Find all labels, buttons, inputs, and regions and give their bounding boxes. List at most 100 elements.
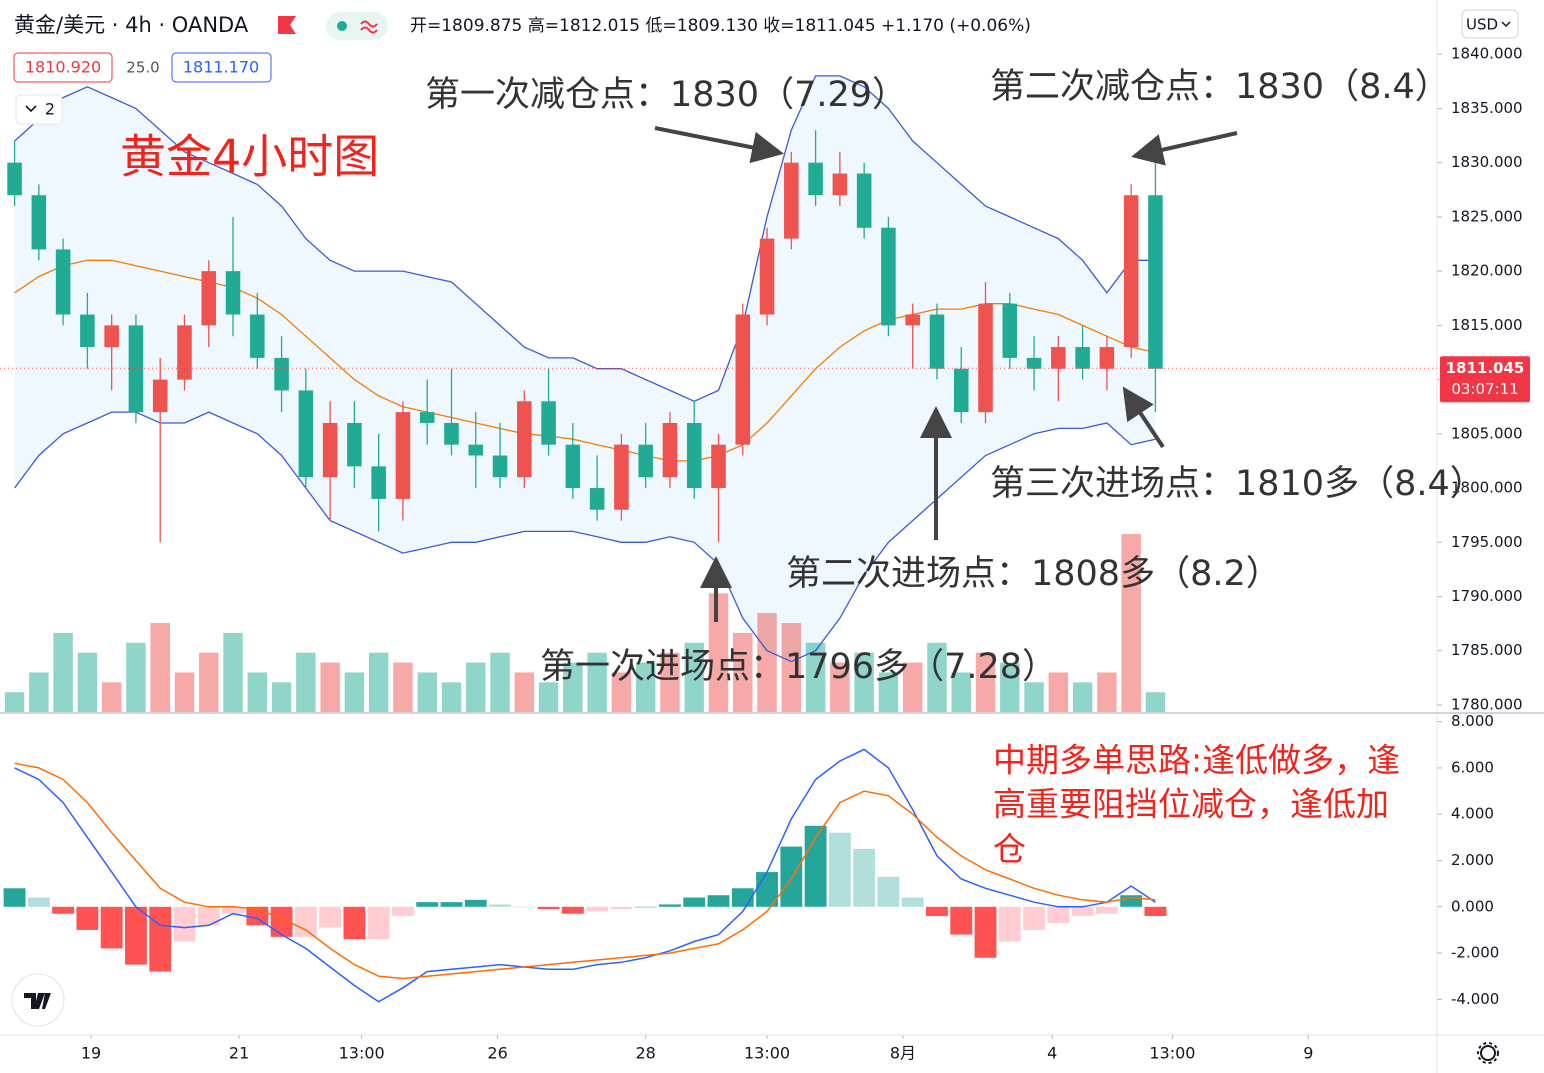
candle-body	[638, 444, 653, 478]
y-tick-label: 1815.000	[1451, 316, 1523, 334]
candle-body	[1002, 303, 1018, 358]
candle-body	[686, 422, 702, 489]
currency-button[interactable]	[1461, 9, 1519, 39]
candle-body	[444, 422, 459, 445]
x-tick-label: 28	[635, 1044, 655, 1063]
last-price-box	[1440, 356, 1530, 403]
spread: 25.0	[126, 59, 159, 77]
volume-bar	[708, 593, 729, 712]
macd-hist-bar	[659, 904, 681, 907]
macd-note: 高重要阻挡位减仓，逢低加	[993, 785, 1389, 824]
candle-body	[128, 325, 144, 413]
y-tick-label: 4.000	[1451, 805, 1494, 823]
volume-bar	[660, 652, 680, 712]
candle-body	[953, 368, 969, 413]
x-tick-label: 21	[229, 1044, 249, 1063]
plot-layer: 1840.000 1835.000 1830.000 1825.000 1820.000…	[0, 45, 1530, 1063]
volume-bar	[101, 682, 122, 712]
ask-box[interactable]	[171, 52, 272, 83]
volume-bar	[1072, 682, 1093, 712]
y-tick-label: 1795.000	[1451, 533, 1523, 551]
macd-hist-bar	[561, 906, 584, 914]
candle-body	[322, 422, 338, 478]
status-pill[interactable]	[326, 12, 388, 40]
x-tick-label: 26	[487, 1044, 507, 1063]
y-tick-label: 1785.000	[1451, 641, 1523, 659]
macd-note: 仓	[993, 830, 1026, 869]
candle-body	[856, 173, 872, 228]
flag-icon[interactable]	[278, 16, 296, 34]
macd-hist-bar	[173, 906, 196, 942]
volume-bar	[1024, 682, 1044, 712]
symbol: 黄金/美元 · 4h · OANDA	[14, 13, 249, 37]
candle-body	[177, 325, 192, 380]
volume-bar	[902, 662, 923, 712]
volume-bar	[441, 682, 462, 712]
candle-body	[565, 444, 581, 489]
macd-hist-bar	[343, 906, 366, 940]
arrow	[1131, 131, 1238, 166]
volume-bar	[635, 662, 656, 712]
macd-hist-bar	[125, 906, 147, 965]
volume-bar	[830, 662, 850, 712]
macd-hist-bar	[464, 899, 487, 907]
macd-hist-bar	[489, 904, 511, 907]
macd-hist-bar	[998, 906, 1021, 942]
bid-box[interactable]	[13, 52, 113, 83]
ask: 1811.170	[183, 58, 259, 77]
status-dot	[337, 21, 347, 31]
x-tick-label: 13:00	[1149, 1044, 1195, 1063]
macd-hist-bar	[1047, 906, 1070, 923]
candle-body	[759, 238, 775, 315]
macd-hist-bar	[853, 848, 876, 907]
macd-hist-bar	[586, 906, 609, 912]
collapse-button[interactable]	[15, 94, 63, 125]
volume-bar	[174, 672, 195, 712]
macd-hist-bar	[974, 906, 997, 958]
macd-hist-bar	[1144, 906, 1167, 917]
settings-icon[interactable]	[1477, 1042, 1499, 1064]
macd-hist-bar	[828, 832, 851, 907]
x-tick-label: 13:00	[744, 1044, 790, 1063]
macd-hist-bar	[319, 906, 342, 928]
volume-bar	[538, 682, 559, 712]
candle-body	[492, 455, 508, 478]
candle-body	[347, 422, 362, 467]
volume-bar	[368, 652, 389, 712]
annotation: 第二次减仓点：1830（8.4）	[990, 67, 1450, 107]
candle-body	[881, 227, 896, 326]
y-tick-label: 1830.000	[1451, 153, 1523, 171]
macd-hist-bar	[1095, 906, 1118, 914]
gear-teeth	[1477, 1042, 1499, 1064]
volume-bar	[344, 672, 365, 712]
macd-hist-bar	[780, 846, 803, 907]
candle-body	[1099, 347, 1115, 369]
volume-bar	[490, 652, 510, 712]
macd-hist-bar	[416, 902, 439, 907]
candle-body	[978, 303, 993, 413]
macd-hist-bar	[537, 906, 560, 910]
candle-body	[395, 412, 411, 499]
bollinger-lower	[14, 411, 1156, 663]
volume-bar	[1097, 672, 1117, 712]
macd-hist-bar	[149, 906, 172, 972]
volume-bar	[296, 652, 316, 712]
annotation: 第二次进场点：1808多（8.2）	[786, 554, 1281, 594]
macd-hist-bar	[877, 876, 900, 907]
macd-hist-bar	[3, 888, 26, 907]
volume-bar	[805, 642, 826, 712]
gear	[1480, 1045, 1496, 1061]
candle-body	[589, 488, 605, 510]
volume-bar	[951, 672, 971, 712]
macd-hist-bar	[440, 902, 463, 907]
candle-body	[250, 314, 265, 358]
candle-body	[468, 444, 484, 456]
macd-hist-bar	[634, 906, 657, 908]
y-tick-label: 1820.000	[1451, 262, 1523, 280]
logo-mark	[24, 993, 51, 1009]
macd-hist-bar	[294, 906, 317, 937]
macd-hist-bar	[27, 897, 50, 907]
x-tick-label: 19	[81, 1044, 101, 1063]
volume-bar	[587, 652, 607, 712]
